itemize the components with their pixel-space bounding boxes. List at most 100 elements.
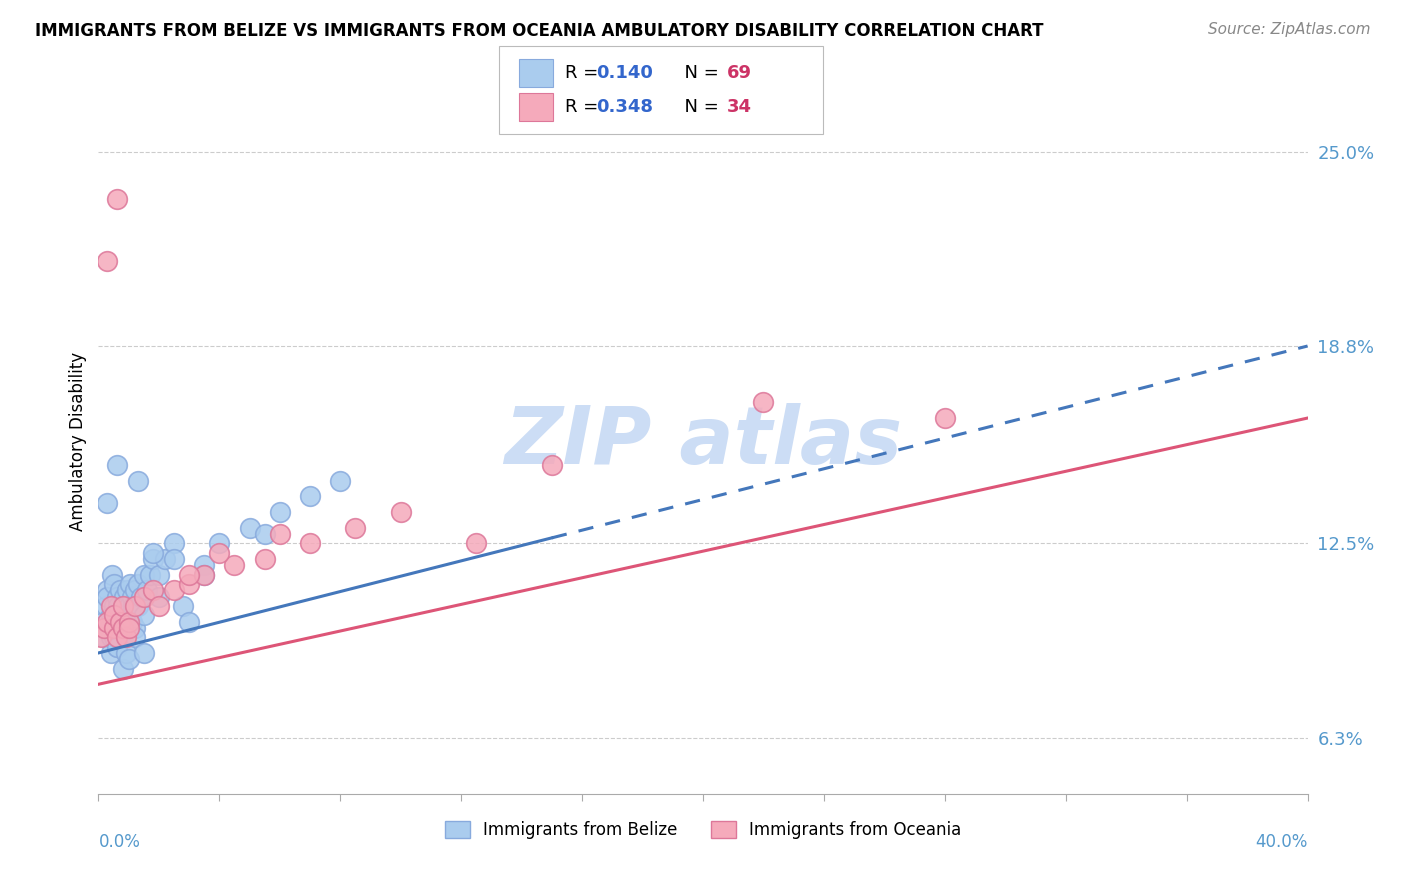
Point: [100, 599, 122, 613]
Point: [108, 621, 131, 635]
Point: [105, 630, 128, 644]
Point: [179, 567, 201, 582]
Point: [124, 599, 146, 613]
Point: [132, 608, 155, 623]
Point: [105, 192, 128, 206]
Point: [103, 630, 125, 644]
Text: R =: R =: [565, 64, 605, 82]
Point: [224, 558, 246, 573]
Text: IMMIGRANTS FROM BELIZE VS IMMIGRANTS FROM OCEANIA AMBULATORY DISABILITY CORRELAT: IMMIGRANTS FROM BELIZE VS IMMIGRANTS FRO…: [35, 22, 1043, 40]
Point: [389, 505, 412, 519]
Point: [934, 411, 956, 425]
Point: [93, 621, 115, 635]
Point: [105, 640, 128, 654]
Text: 69: 69: [727, 64, 752, 82]
Text: 34: 34: [727, 98, 752, 116]
Point: [127, 577, 149, 591]
Point: [139, 567, 162, 582]
Point: [193, 567, 215, 582]
Point: [163, 583, 186, 598]
Point: [239, 521, 262, 535]
Point: [148, 590, 170, 604]
Point: [142, 546, 165, 560]
Point: [111, 615, 134, 629]
Point: [96, 615, 118, 629]
Point: [101, 567, 124, 582]
Point: [115, 583, 138, 598]
Legend: Immigrants from Belize, Immigrants from Oceania: Immigrants from Belize, Immigrants from …: [439, 814, 967, 846]
Point: [153, 552, 176, 566]
Point: [163, 536, 186, 550]
Point: [179, 577, 201, 591]
Point: [111, 662, 134, 676]
Point: [104, 615, 127, 629]
Point: [103, 608, 125, 623]
Point: [100, 630, 122, 644]
Point: [118, 621, 141, 635]
Point: [96, 590, 118, 604]
Point: [148, 567, 170, 582]
Text: 0.0%: 0.0%: [98, 832, 141, 851]
Point: [100, 646, 122, 660]
Point: [118, 621, 141, 635]
Point: [253, 527, 276, 541]
Text: 40.0%: 40.0%: [1256, 832, 1308, 851]
Point: [299, 536, 322, 550]
Point: [142, 583, 165, 598]
Point: [105, 458, 128, 472]
Point: [129, 590, 152, 604]
Point: [90, 630, 112, 644]
Point: [100, 608, 122, 623]
Point: [103, 577, 125, 591]
Point: [269, 527, 291, 541]
Point: [103, 599, 125, 613]
Point: [127, 599, 149, 613]
Point: [105, 590, 128, 604]
Point: [103, 621, 125, 635]
Point: [96, 254, 118, 268]
Point: [179, 615, 201, 629]
Point: [114, 630, 136, 644]
Point: [329, 474, 352, 488]
Point: [112, 590, 135, 604]
Point: [540, 458, 562, 472]
Point: [111, 621, 134, 635]
Point: [108, 615, 131, 629]
Point: [124, 621, 146, 635]
Point: [121, 590, 143, 604]
Point: [122, 599, 145, 613]
Point: [752, 395, 775, 409]
Point: [96, 495, 118, 509]
Point: [172, 599, 194, 613]
Point: [121, 615, 143, 629]
Text: N =: N =: [673, 98, 725, 116]
Point: [148, 599, 170, 613]
Point: [269, 505, 291, 519]
Point: [208, 546, 231, 560]
Point: [132, 590, 155, 604]
Point: [110, 608, 132, 623]
Point: [114, 646, 136, 660]
Text: R =: R =: [565, 98, 605, 116]
Text: 0.348: 0.348: [596, 98, 654, 116]
Point: [98, 621, 121, 635]
Y-axis label: Ambulatory Disability: Ambulatory Disability: [69, 352, 87, 531]
Text: Source: ZipAtlas.com: Source: ZipAtlas.com: [1208, 22, 1371, 37]
Text: ZIP atlas: ZIP atlas: [503, 402, 903, 481]
Point: [465, 536, 488, 550]
Point: [103, 621, 125, 635]
Point: [344, 521, 367, 535]
Point: [107, 599, 129, 613]
Point: [135, 583, 157, 598]
Text: N =: N =: [673, 64, 725, 82]
Point: [163, 552, 186, 566]
Point: [193, 567, 215, 582]
Point: [108, 621, 131, 635]
Point: [132, 646, 155, 660]
Point: [299, 489, 322, 503]
Point: [253, 552, 276, 566]
Point: [132, 567, 155, 582]
Point: [124, 583, 146, 598]
Point: [93, 630, 115, 644]
Point: [91, 615, 114, 629]
